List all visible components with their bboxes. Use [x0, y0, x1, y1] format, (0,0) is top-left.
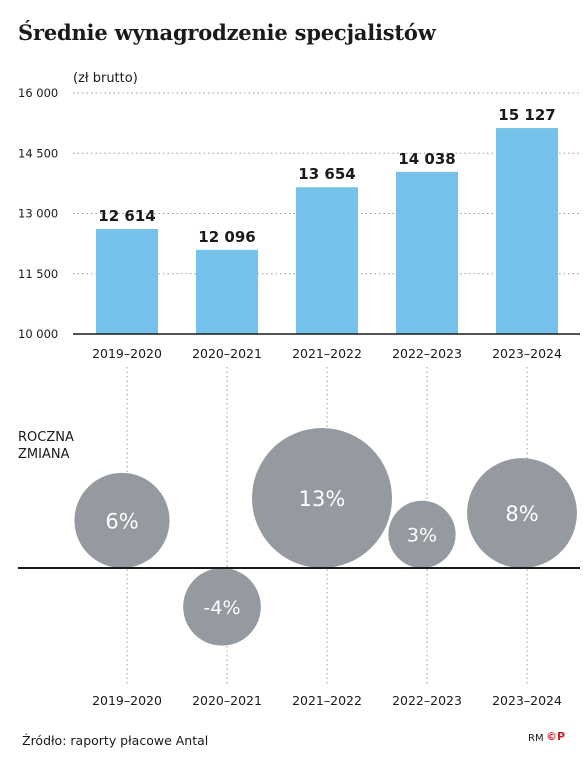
publisher-logo: ©P: [546, 730, 566, 743]
source-note: Źródło: raporty płacowe Antal: [22, 733, 209, 748]
bubble-x-tick-label: 2019–2020: [92, 693, 162, 708]
bubble: [183, 568, 261, 646]
x-tick-label: 2023–2024: [492, 346, 562, 361]
chart-title: Średnie wynagrodzenie specjalistów: [18, 20, 436, 45]
bar: [396, 171, 458, 334]
y-tick-label: 13 000: [18, 207, 58, 221]
x-tick-label: 2020–2021: [192, 346, 262, 361]
bar-value-label: 15 127: [498, 106, 555, 124]
bubble-value-label: 13%: [299, 487, 346, 511]
bar: [96, 229, 158, 334]
bubble-x-tick-label: 2021–2022: [292, 693, 362, 708]
x-tick-label: 2022–2023: [392, 346, 462, 361]
y-tick-label: 11 500: [18, 267, 58, 281]
bubble-x-tick-label: 2023–2024: [492, 693, 562, 708]
bubble-value-label: 3%: [407, 524, 437, 546]
bubble: [388, 500, 456, 568]
bubble-x-tick-labels: 2019–2020 2020–2021 2021–2022 2022–2023 2023…: [92, 693, 562, 708]
bar: [196, 249, 258, 334]
bar: [296, 187, 358, 334]
bubble-section-label: ROCZNA ZMIANA: [18, 430, 78, 462]
bubble: [467, 458, 577, 568]
bubble-value-label: 8%: [505, 502, 538, 526]
bar: [496, 128, 558, 334]
bar-value-label: 12 614: [98, 207, 155, 225]
author-credit: RM: [528, 733, 544, 744]
bar-y-tick-labels: 10 000 11 500 13 000 14 500 16 000: [18, 86, 58, 341]
bubble-section-label-line-1: ROCZNA: [18, 430, 74, 445]
y-tick-label: 14 500: [18, 146, 58, 160]
x-tick-label: 2021–2022: [292, 346, 362, 361]
bar-value-labels: 12 614 12 096 13 654 14 038 15 127: [98, 106, 555, 246]
bubble-value-label: 6%: [105, 509, 138, 533]
y-tick-label: 16 000: [18, 86, 58, 100]
bubble-value-label: -4%: [204, 597, 241, 619]
y-axis-unit-label: (zł brutto): [73, 71, 138, 86]
bubble-x-tick-label: 2022–2023: [392, 693, 462, 708]
bubble-section-label-line-2: ZMIANA: [18, 447, 70, 462]
y-tick-label: 10 000: [18, 327, 58, 341]
bar-series: [96, 128, 558, 334]
bubble-x-tick-label: 2020–2021: [192, 693, 262, 708]
bar-value-label: 14 038: [398, 150, 455, 168]
bubble: [252, 428, 392, 568]
bar-x-tick-labels: 2019–2020 2020–2021 2021–2022 2022–2023 2023…: [92, 346, 562, 361]
bubble: [74, 472, 170, 568]
bar-value-label: 13 654: [298, 165, 355, 183]
bar-value-label: 12 096: [198, 228, 255, 246]
bubble-value-labels: 6% -4% 13% 3% 8%: [105, 487, 538, 619]
bubble-series: [74, 428, 577, 646]
x-tick-label: 2019–2020: [92, 346, 162, 361]
